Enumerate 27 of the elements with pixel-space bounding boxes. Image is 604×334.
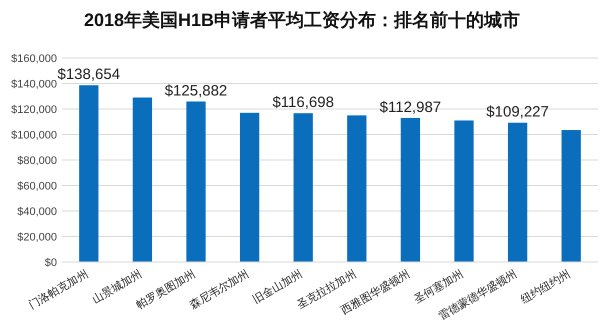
y-tick-label: $0 xyxy=(44,257,57,269)
bar xyxy=(240,112,260,262)
data-label: $112,987 xyxy=(380,98,442,116)
bar xyxy=(508,122,528,262)
y-tick-label: $80,000 xyxy=(17,155,57,167)
bar xyxy=(562,130,581,262)
y-tick-label: $140,000 xyxy=(11,78,57,90)
bar xyxy=(454,120,474,262)
bar xyxy=(400,118,420,262)
bar xyxy=(294,113,313,262)
y-tick-label: $120,000 xyxy=(11,104,57,116)
data-label: $125,882 xyxy=(164,82,228,100)
bar xyxy=(132,98,152,262)
bar xyxy=(347,115,366,262)
y-tick-label: $60,000 xyxy=(17,180,57,192)
x-tick-label: 纽约纽约州 xyxy=(518,267,573,306)
y-tick-label: $160,000 xyxy=(11,53,57,65)
data-label: $116,698 xyxy=(272,94,334,112)
y-tick-label: $20,000 xyxy=(17,232,57,244)
bar xyxy=(79,85,98,262)
data-label: $138,654 xyxy=(58,66,120,84)
y-tick-label: $40,000 xyxy=(17,206,57,218)
chart-title: 2018年美国H1B申请者平均工资分布：排名前十的城市 xyxy=(84,10,520,30)
data-label: $109,227 xyxy=(486,104,549,121)
bar xyxy=(186,102,206,262)
x-tick-label: 门洛帕克加州 xyxy=(26,267,90,312)
y-tick-label: $100,000 xyxy=(11,130,57,142)
